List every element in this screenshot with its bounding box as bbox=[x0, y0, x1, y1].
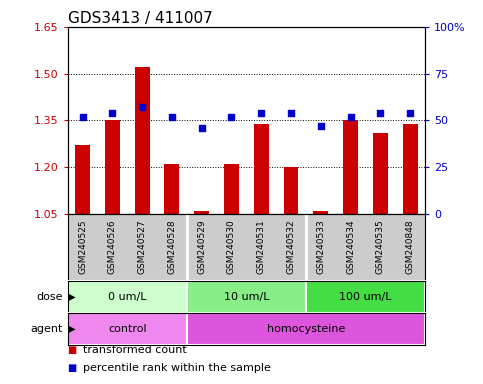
FancyBboxPatch shape bbox=[187, 281, 306, 313]
Bar bbox=[105, 121, 120, 214]
Point bbox=[287, 110, 295, 116]
Text: ■: ■ bbox=[68, 345, 77, 355]
FancyBboxPatch shape bbox=[68, 313, 187, 345]
Text: agent: agent bbox=[30, 324, 63, 334]
Bar bbox=[135, 68, 150, 214]
Bar bbox=[403, 124, 418, 214]
FancyBboxPatch shape bbox=[187, 313, 425, 345]
Point bbox=[198, 125, 206, 131]
Point bbox=[168, 114, 176, 120]
Bar bbox=[254, 124, 269, 214]
Point bbox=[227, 114, 235, 120]
Point bbox=[347, 114, 355, 120]
Text: GSM240525: GSM240525 bbox=[78, 220, 87, 274]
Text: 10 um/L: 10 um/L bbox=[224, 292, 269, 302]
Text: GDS3413 / 411007: GDS3413 / 411007 bbox=[68, 11, 213, 26]
Point bbox=[109, 110, 116, 116]
Bar bbox=[75, 146, 90, 214]
Text: GSM240526: GSM240526 bbox=[108, 220, 117, 274]
Text: GSM240530: GSM240530 bbox=[227, 220, 236, 274]
Point bbox=[257, 110, 265, 116]
Text: GSM240531: GSM240531 bbox=[257, 220, 266, 274]
Bar bbox=[224, 164, 239, 214]
Text: ■: ■ bbox=[68, 363, 77, 373]
Text: ▶: ▶ bbox=[65, 292, 76, 302]
Text: GSM240535: GSM240535 bbox=[376, 220, 385, 274]
Text: GSM240528: GSM240528 bbox=[168, 220, 176, 274]
Point bbox=[377, 110, 384, 116]
Text: GSM240527: GSM240527 bbox=[138, 220, 146, 274]
Text: dose: dose bbox=[36, 292, 63, 302]
Text: homocysteine: homocysteine bbox=[267, 324, 345, 334]
Point bbox=[138, 104, 146, 111]
Text: GSM240533: GSM240533 bbox=[316, 220, 325, 274]
Text: 100 um/L: 100 um/L bbox=[339, 292, 392, 302]
FancyBboxPatch shape bbox=[68, 281, 187, 313]
Bar bbox=[343, 121, 358, 214]
Bar bbox=[373, 133, 388, 214]
Point bbox=[79, 114, 86, 120]
Text: transformed count: transformed count bbox=[83, 345, 187, 355]
Bar bbox=[194, 211, 209, 214]
Text: GSM240529: GSM240529 bbox=[197, 220, 206, 274]
Text: GSM240532: GSM240532 bbox=[286, 220, 296, 274]
Text: ▶: ▶ bbox=[65, 324, 76, 334]
Bar bbox=[313, 211, 328, 214]
Bar bbox=[284, 167, 298, 214]
Text: control: control bbox=[108, 324, 146, 334]
Text: GSM240534: GSM240534 bbox=[346, 220, 355, 274]
Point bbox=[317, 123, 325, 129]
Point bbox=[406, 110, 414, 116]
Text: percentile rank within the sample: percentile rank within the sample bbox=[83, 363, 271, 373]
FancyBboxPatch shape bbox=[306, 281, 425, 313]
Text: 0 um/L: 0 um/L bbox=[108, 292, 146, 302]
Bar bbox=[164, 164, 179, 214]
Text: GSM240848: GSM240848 bbox=[406, 220, 414, 274]
